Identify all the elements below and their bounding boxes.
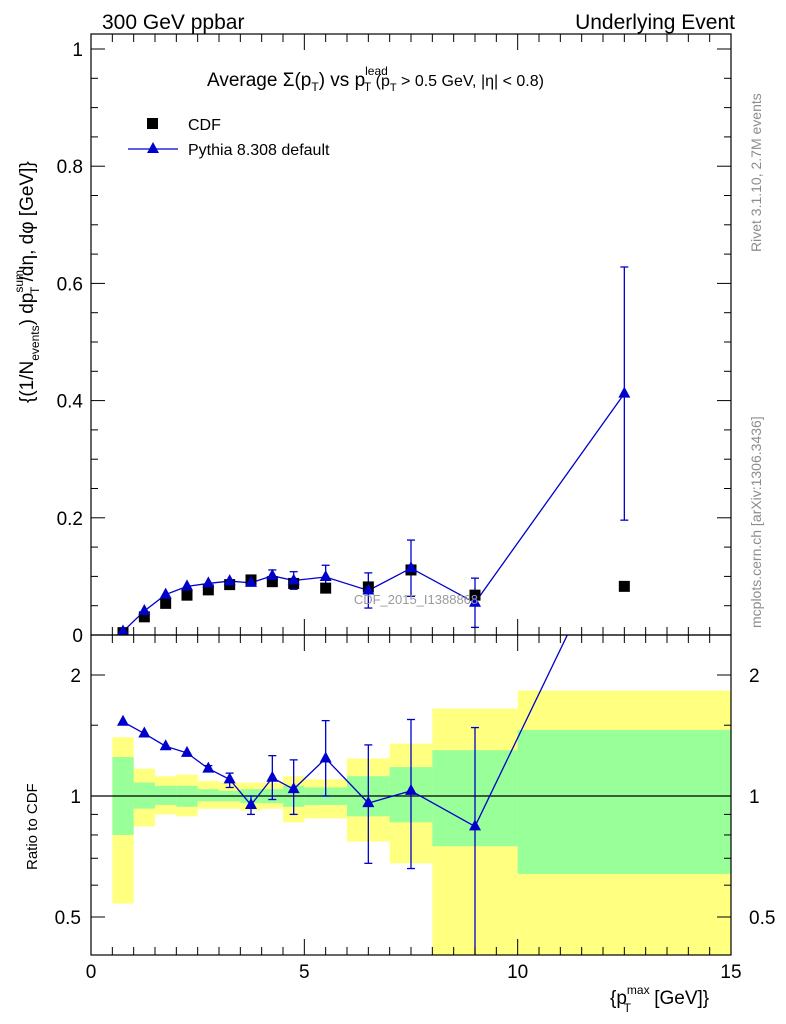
top-y-tick-label: 0.4 — [57, 392, 84, 413]
top-y-axis-label: {(1/Nevents) dpsum T /dη, dφ [GeV]} — [12, 161, 42, 403]
pythia-point — [181, 579, 193, 591]
x-tick-label: 15 — [720, 962, 741, 983]
pythia-point — [469, 595, 481, 607]
bottom-y-tick-label-right: 0.5 — [749, 908, 775, 929]
pythia-point — [245, 575, 257, 587]
ratio-point — [287, 782, 300, 794]
top-panel-marks — [117, 266, 631, 635]
legend-marker-pythia — [147, 142, 159, 153]
ratio-point — [319, 751, 332, 763]
bottom-panel-axes: 0 5 10 15 0.5 0.5 1 1 2 2 — [55, 635, 775, 983]
pythia-point — [117, 624, 129, 635]
plot-title: Average Σ(pT) vs plead T (pT > 0.5 GeV, |… — [207, 64, 544, 94]
ratio-point — [223, 772, 236, 784]
top-y-tick-label: 0.8 — [57, 157, 83, 178]
header-left: 300 GeV ppbar — [102, 11, 244, 34]
ratio-point — [266, 770, 279, 782]
bottom-panel-frame — [90, 634, 732, 956]
pythia-line — [122, 393, 625, 632]
ratio-point — [202, 761, 215, 773]
legend-marker-cdf — [147, 118, 158, 129]
ratio-band-inner — [197, 789, 219, 802]
pythia-point — [223, 574, 236, 586]
pythia-point — [138, 603, 151, 615]
pythia-point — [319, 569, 332, 581]
bottom-y-axis-label: Ratio to CDF — [24, 783, 41, 870]
ratio-point — [469, 819, 481, 831]
x-tick-label: 10 — [507, 962, 528, 983]
bottom-y-tick-label: 0.5 — [55, 908, 81, 929]
cdf-point — [181, 589, 193, 601]
top-y-tick-label: 1 — [72, 40, 83, 61]
pythia-point — [618, 386, 631, 398]
pythia-point — [405, 561, 417, 573]
ratio-point — [138, 726, 151, 738]
legend-label-pythia: Pythia 8.308 default — [188, 142, 330, 159]
mcplots-label: mcplots.cern.ch [arXiv:1306.3436] — [748, 416, 764, 628]
top-y-tick-label: 0.6 — [57, 274, 83, 295]
analysis-watermark: CDF_2015_I1388868 — [354, 592, 478, 607]
pythia-point — [362, 583, 375, 595]
ratio-marks — [91, 635, 731, 955]
pythia-point — [287, 573, 300, 585]
cdf-point — [202, 584, 214, 596]
ratio-point — [159, 739, 172, 751]
cdf-point — [320, 582, 332, 594]
ratio-point — [181, 745, 193, 757]
cdf-point — [138, 611, 150, 623]
cdf-point — [266, 576, 278, 588]
x-axis-label: {pmax T [GeV]} — [610, 983, 709, 1015]
bottom-y-tick-label-right: 1 — [749, 787, 760, 808]
cdf-point — [160, 597, 172, 609]
ratio-point — [405, 783, 417, 795]
pythia-point — [202, 576, 215, 588]
pythia-point — [266, 568, 279, 580]
legend: CDF Pythia 8.308 default — [128, 117, 330, 159]
header-right: Underlying Event — [575, 11, 735, 34]
cdf-point — [618, 580, 630, 592]
bottom-y-tick-label: 2 — [70, 666, 81, 687]
ratio-band-inner — [517, 729, 731, 874]
top-y-tick-label: 0.2 — [57, 509, 83, 530]
x-tick-label: 0 — [86, 962, 97, 983]
top-y-tick-label: 0 — [72, 626, 83, 647]
legend-label-cdf: CDF — [188, 117, 221, 134]
ratio-bands — [112, 690, 731, 955]
ratio-point — [245, 797, 257, 809]
rivet-version-label: Rivet 3.1.10, 2.7M events — [748, 93, 764, 252]
ratio-point — [362, 796, 375, 808]
top-panel-axes: 0 0.2 0.4 0.6 0.8 1 — [57, 34, 732, 647]
cdf-point — [469, 589, 481, 601]
bottom-y-tick-label-right: 2 — [749, 666, 760, 687]
pythia-point — [159, 587, 172, 599]
ratio-band-inner — [155, 785, 177, 805]
ratio-point — [117, 714, 129, 726]
bottom-y-tick-label: 1 — [70, 787, 81, 808]
x-tick-label: 5 — [299, 962, 310, 983]
